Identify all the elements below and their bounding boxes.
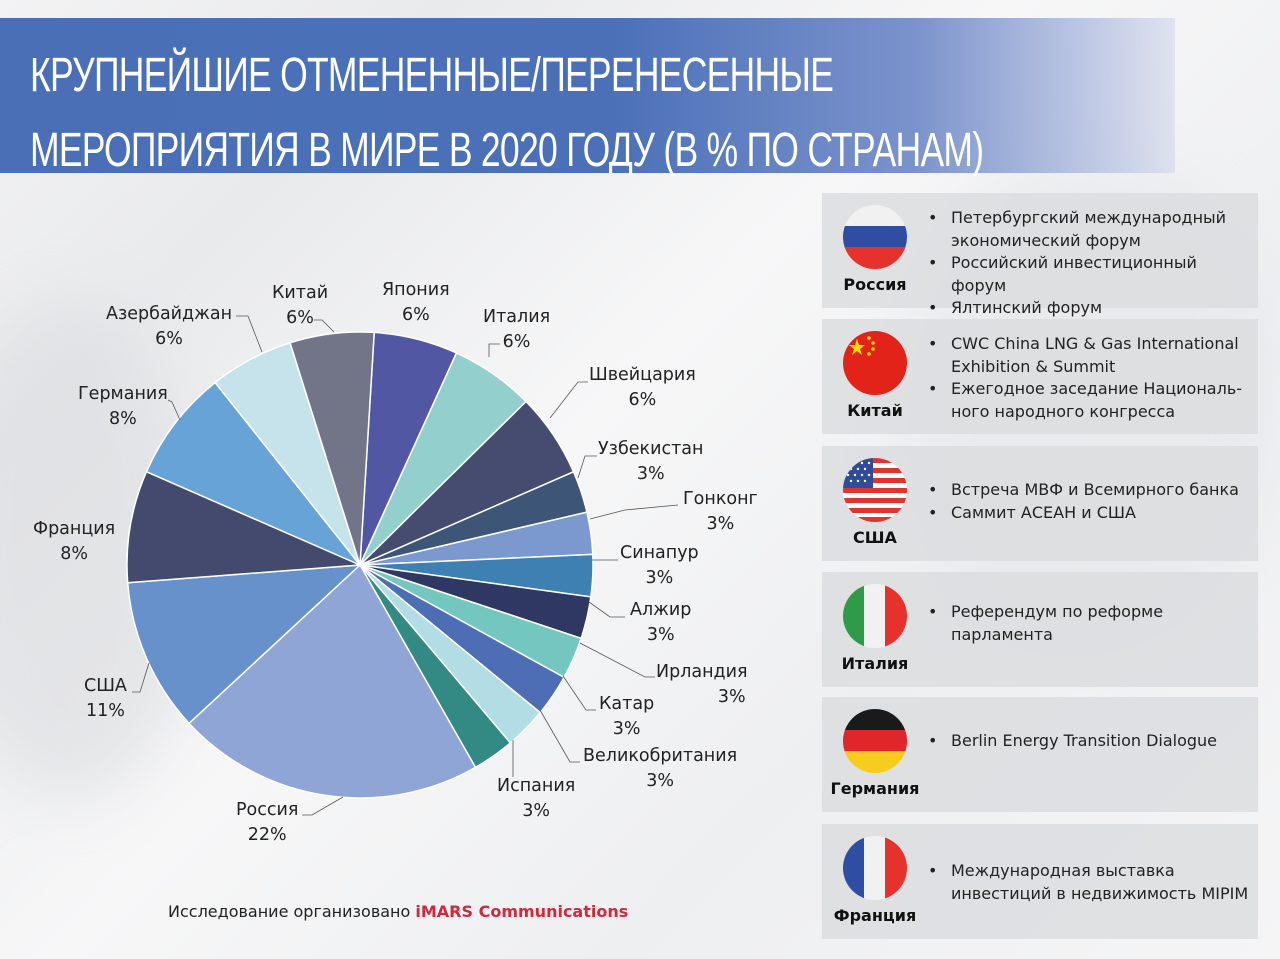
leader-hongkong [589,504,679,520]
page-title-line-2: МЕРОПРИЯТИЯ В МИРЕ В 2020 ГОДУ (В % ПО С… [30,124,984,177]
event-item: Berlin Energy Transition Dialogue [928,730,1252,753]
pie-slice-США [126,564,363,725]
usa-flag-icon [843,458,907,522]
leader-azerbaijan [236,315,263,353]
label-japan: Япония 6% [382,280,450,325]
leader-italy [488,343,500,357]
card-country-name: Россия [843,275,907,294]
card-country-name: Франция [833,906,917,925]
label-hongkong: Гонконг 3% [683,489,758,534]
event-item: Встреча МВФ и Всемирного банка [928,479,1252,502]
france-flag-icon [843,836,907,900]
event-item: CWC China LNG & Gas International Exhibi… [928,333,1252,378]
label-qatar: Катар 3% [599,694,655,739]
card-country-name: Китай [847,401,903,420]
footer-credit: Исследование организовано iMARS Communic… [168,902,629,921]
label-germany: Германия 8% [78,384,168,429]
russia-flag-icon [843,205,907,269]
pie-slice-Китай [289,331,376,566]
card-country-name: Италия [841,654,909,673]
event-item: Российский инвестиционный форум [928,252,1252,297]
event-list: Berlin Energy Transition Dialogue [928,730,1252,753]
event-item: Ежегодное заседание Националь-ного народ… [928,378,1252,423]
event-item: Петербургский международный экономически… [928,207,1252,252]
event-list: Референдум по реформе парламента [928,601,1252,646]
label-italy: Италия 6% [483,307,551,352]
label-usa: США 11% [84,676,127,721]
label-algeria: Алжир 3% [630,600,692,645]
pie-slice-Франция [126,470,361,584]
leader-germany [167,399,181,421]
label-china: Китай 6% [272,283,329,328]
leader-algeria [588,601,625,618]
leader-lines [132,315,679,816]
leader-usa [132,662,150,693]
event-item: Международная выставка инвестиций в недв… [928,860,1252,905]
label-russia: Россия 22% [236,800,299,845]
event-list: Петербургский международный экономически… [928,207,1252,320]
label-ireland: Ирландия 3% [656,662,748,707]
leader-qatar [562,675,596,711]
leader-china [314,319,335,333]
event-list: Встреча МВФ и Всемирного банка Саммит АС… [928,479,1252,524]
leader-switzerland [549,381,588,419]
pie-chart [126,315,679,816]
label-singapore: Синапур 3% [620,543,699,588]
card-france: Франция Международная выставка инвестици… [822,824,1258,939]
italy-flag-icon [843,584,907,648]
pie-slice-Германия [145,381,361,566]
page-title-line-1: КРУПНЕЙШИЕ ОТМЕНЕННЫЕ/ПЕРЕНЕСЕННЫЕ [30,49,834,102]
event-item: Референдум по реформе парламента [928,601,1252,646]
card-country-name: Германия [830,779,920,798]
germany-flag-icon [843,709,907,773]
event-item: Ялтинский форум [928,297,1252,320]
label-spain: Испания 3% [497,776,576,821]
leader-russia [302,796,344,816]
card-germany: Германия Berlin Energy Transition Dialog… [822,697,1258,812]
card-china: Китай CWC China LNG & Gas International … [822,319,1258,434]
title-banner: КРУПНЕЙШИЕ ОТМЕНЕННЫЕ/ПЕРЕНЕСЕННЫЕ МЕРОП… [0,18,1175,177]
pie-slice-Россия [188,563,477,799]
label-uk: Великобритания 3% [583,746,738,791]
event-list: CWC China LNG & Gas International Exhibi… [928,333,1252,423]
card-country-name: США [853,528,897,547]
event-list: Международная выставка инвестиций в недв… [928,860,1252,905]
leader-ireland [579,642,655,678]
leader-uzbekistan [577,455,597,479]
card-italy: Италия Референдум по реформе парламента [822,572,1258,687]
event-item: Саммит АСЕАН и США [928,502,1252,525]
pie-slices [126,331,594,799]
label-uzbekistan: Узбекистан 3% [598,439,704,484]
label-france: Франция 8% [33,519,116,564]
leader-uk [539,709,580,763]
label-switzerland: Швейцария 6% [589,365,696,410]
card-russia: Россия Петербургский международный эконо… [822,193,1258,319]
label-azerbaijan: Азербайджан 6% [106,304,233,349]
card-usa: США Встреча МВФ и Всемирного банка Самми… [822,446,1258,561]
brand-name: iMARS Communications [415,902,629,921]
china-flag-icon [843,331,907,395]
